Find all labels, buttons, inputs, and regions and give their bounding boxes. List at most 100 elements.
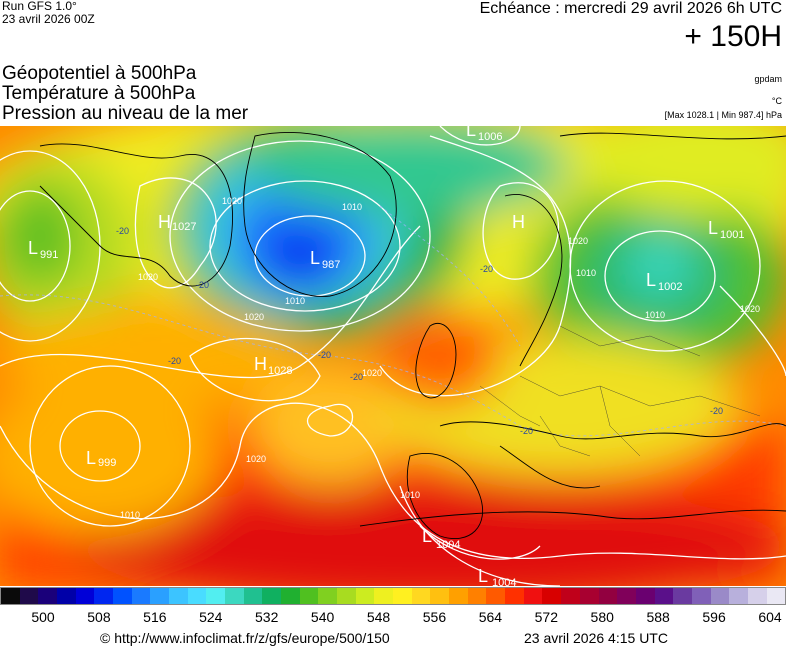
field-geopotential: Géopotentiel à 500hPa: [2, 63, 197, 84]
color-scale-swatch: [225, 588, 244, 604]
temperature-label: -20: [196, 280, 209, 290]
color-scale-swatch: [729, 588, 748, 604]
temperature-label: -20: [318, 350, 331, 360]
temperature-label: -20: [350, 372, 363, 382]
color-scale-swatch: [243, 588, 263, 604]
high-center: H: [158, 212, 171, 232]
color-scale-swatch: [38, 588, 58, 604]
map-labels: H 1027 L 991 L 987 L 1006 H L 1001 L 100…: [28, 126, 760, 586]
color-scale-swatch: [337, 588, 356, 604]
color-scale-tick-label: 500: [31, 609, 55, 625]
low-center: L: [646, 270, 656, 290]
center-value: 1028: [268, 365, 292, 377]
color-scale-tick-label: 524: [199, 609, 223, 625]
color-scale-swatch: [355, 588, 375, 604]
temperature-isotherms: [0, 205, 786, 437]
color-scale-swatch: [579, 588, 599, 604]
isobar-label: 1010: [120, 510, 140, 520]
color-scale-swatch: [411, 588, 431, 604]
color-scale-tick-label: 516: [143, 609, 167, 625]
color-scale-swatch: [486, 588, 506, 604]
low-center: L: [310, 248, 320, 268]
center-value: 1002: [658, 281, 682, 293]
color-scale-bar: [0, 587, 786, 605]
color-scale-swatch: [187, 588, 207, 604]
color-scale-tick-label: 604: [758, 609, 782, 625]
color-scale-swatch: [467, 588, 487, 604]
center-value: 987: [322, 259, 340, 271]
coastlines: [39, 131, 786, 540]
color-scale-tick-label: 596: [702, 609, 726, 625]
high-center: H: [254, 354, 267, 374]
color-scale-tick-label: 508: [87, 609, 111, 625]
center-value: 999: [98, 457, 116, 469]
low-center: L: [422, 526, 432, 546]
color-scale-swatch: [374, 588, 394, 604]
color-scale-swatch: [75, 588, 95, 604]
low-center: L: [708, 218, 718, 238]
temperature-label: -20: [480, 264, 493, 274]
center-value: 1004: [492, 577, 516, 586]
color-scale-swatch: [449, 588, 468, 604]
isobar-label: 1020: [244, 312, 264, 322]
color-scale-swatch: [19, 588, 39, 604]
color-scale-swatch: [113, 588, 132, 604]
color-scale-swatch: [393, 588, 412, 604]
center-value: 1027: [172, 221, 196, 233]
center-value: 1001: [720, 229, 744, 241]
isobar-label: 1010: [576, 268, 596, 278]
color-scale-swatch: [505, 588, 524, 604]
color-scale-swatch: [299, 588, 319, 604]
color-scale-swatch: [206, 588, 226, 604]
color-scale-swatch: [262, 588, 282, 604]
source-url: © http://www.infoclimat.fr/z/gfs/europe/…: [100, 630, 390, 646]
unit-temperature: °C: [771, 96, 782, 106]
color-scale-tick-label: 540: [310, 609, 335, 625]
isobar-label: 1020: [138, 272, 158, 282]
isobar-label: 1020: [246, 454, 266, 464]
color-scale-swatch: [710, 588, 730, 604]
temperature-label: -20: [710, 406, 723, 416]
isobar-label: 1020: [222, 196, 242, 206]
isobar-label: 1010: [285, 296, 305, 306]
isobar-label: 1020: [568, 236, 588, 246]
color-scale-swatch: [523, 588, 543, 604]
color-scale-swatch: [766, 588, 786, 604]
color-scale-swatch: [635, 588, 655, 604]
color-scale-swatch: [281, 588, 300, 604]
unit-geopotential: gpdam: [754, 74, 782, 84]
field-pressure: Pression au niveau de la mer: [2, 103, 249, 124]
color-scale-tick-label: 564: [478, 609, 503, 625]
generation-date: 23 avril 2026 4:15 UTC: [524, 630, 668, 646]
temperature-label: -20: [116, 226, 129, 236]
color-scale-tick-label: 588: [646, 609, 670, 625]
color-scale-tick-label: 532: [255, 609, 279, 625]
high-center: H: [512, 212, 525, 232]
low-center: L: [478, 566, 488, 586]
color-scale-swatch: [94, 588, 114, 604]
color-scale-swatch: [1, 588, 20, 604]
color-scale-swatch: [654, 588, 674, 604]
color-scale-swatch: [430, 588, 450, 604]
color-scale-swatch: [131, 588, 151, 604]
color-scale-tick-label: 572: [534, 609, 558, 625]
color-scale-swatch: [542, 588, 562, 604]
color-scale-swatch: [150, 588, 170, 604]
color-scale-ticks: 500 508 516 524 532 540 548 556 564 572 580 588 596 6…: [0, 609, 786, 627]
temperature-label: -20: [168, 356, 181, 366]
center-value: 1006: [478, 131, 502, 143]
forecast-valid-time: Echéance : mercredi 29 avril 2026 6h UTC: [479, 0, 782, 17]
isobar-label: 1020: [740, 304, 760, 314]
color-scale-swatch: [57, 588, 76, 604]
low-center: L: [466, 126, 476, 140]
isobar-label: 1010: [400, 490, 420, 500]
low-center: L: [86, 448, 96, 468]
color-scale-swatch: [617, 588, 636, 604]
color-scale-tick-label: 548: [366, 609, 391, 625]
color-scale-swatch: [318, 588, 338, 604]
center-value: 1004: [436, 539, 460, 551]
isobar-label: 1010: [645, 310, 665, 320]
isobar-label: 1010: [342, 202, 362, 212]
weather-map: H 1027 L 991 L 987 L 1006 H L 1001 L 100…: [0, 126, 786, 586]
center-value: 991: [40, 249, 58, 261]
